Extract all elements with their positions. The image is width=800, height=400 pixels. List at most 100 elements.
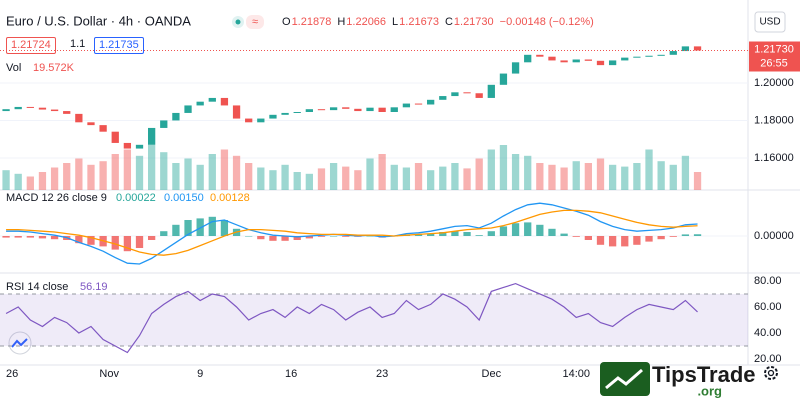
candle	[317, 109, 326, 111]
ohlc-value: 1.21878	[292, 16, 332, 28]
volume-bar	[354, 170, 362, 190]
macd-histogram-bar	[257, 236, 265, 240]
currency-label[interactable]: USD	[759, 17, 780, 28]
volume-bar	[148, 145, 156, 190]
candle	[608, 60, 617, 66]
candle	[257, 118, 265, 123]
volume-bar	[390, 164, 398, 190]
sell-price[interactable]: 1.21724	[6, 37, 56, 54]
volume-bar	[657, 161, 665, 190]
candle	[645, 55, 653, 57]
macd-histogram-bar	[633, 236, 641, 245]
volume-bar	[329, 163, 338, 190]
candle	[511, 62, 520, 74]
volume-bar	[402, 167, 411, 190]
candle	[560, 60, 568, 63]
candle	[329, 107, 338, 111]
candle	[499, 73, 508, 85]
settings-gear-center[interactable]	[767, 369, 775, 377]
volume-bar	[608, 164, 617, 190]
macd-histogram-bar	[572, 236, 580, 237]
macd-histogram-bar	[220, 220, 229, 236]
x-tick-label: Nov	[99, 368, 119, 380]
last-price-label: 1.21730	[754, 43, 794, 55]
macd-histogram-bar	[184, 220, 192, 236]
candle	[111, 131, 119, 143]
x-tick-label: 23	[376, 368, 388, 380]
volume-bar	[645, 149, 653, 190]
candle	[390, 107, 398, 112]
volume-bar	[232, 155, 241, 190]
candle	[123, 142, 132, 149]
candle	[657, 54, 665, 56]
currency-button[interactable]	[754, 11, 786, 33]
volume-bar	[135, 155, 144, 190]
y-tick-label: 1.18000	[754, 114, 794, 126]
macd-histogram-bar	[669, 236, 677, 237]
ohlc-value: 1.21673	[399, 16, 439, 28]
volume-value: 19.572K	[33, 62, 75, 74]
x-tick-label: 16	[285, 368, 297, 380]
volume-bar	[87, 164, 95, 190]
settings-icon[interactable]	[764, 366, 778, 380]
volume-bar	[111, 154, 119, 190]
volume-bar	[305, 173, 313, 190]
macd-macd-line	[6, 202, 698, 265]
macd-histogram-bar	[511, 223, 520, 236]
buy-price[interactable]: 1.21735	[94, 37, 144, 54]
volume-bar	[475, 158, 483, 190]
candle	[427, 99, 435, 105]
rsi-band	[0, 293, 748, 347]
volume-bar	[511, 154, 520, 190]
volume-bar	[245, 163, 253, 190]
volume-bar	[633, 163, 641, 190]
volume-bar	[75, 158, 83, 190]
spread: 1.1	[70, 38, 86, 50]
candle	[681, 46, 690, 52]
candle	[63, 111, 71, 114]
macd-histogram-bar	[111, 236, 119, 250]
macd-histogram-bar	[475, 235, 483, 236]
volume-bar	[463, 168, 471, 190]
indicator-toggle-icon[interactable]	[11, 338, 28, 348]
candle	[524, 54, 532, 63]
candle	[305, 109, 313, 112]
macd-histogram-bar	[524, 222, 532, 236]
volume-bar	[281, 164, 289, 190]
macd-histogram-bar	[281, 236, 289, 241]
candle	[184, 105, 192, 113]
candle	[50, 109, 59, 112]
volume-bar	[14, 173, 22, 190]
macd-histogram-bar	[50, 236, 59, 240]
rsi-title: RSI 14 close	[6, 281, 68, 293]
ohlc-key: L	[392, 16, 398, 28]
volume-bar	[172, 163, 180, 190]
macd-histogram-bar	[596, 236, 605, 245]
candle	[548, 56, 556, 61]
volume-bar	[414, 163, 423, 190]
candle	[269, 114, 277, 119]
macd-histogram-bar	[548, 228, 556, 236]
candle	[621, 57, 629, 61]
candle	[451, 92, 459, 97]
volume-bar	[26, 176, 34, 190]
y-tick-label: 20.00	[754, 353, 782, 365]
candle	[160, 120, 168, 128]
ohlc-value: 1.22066	[346, 16, 386, 28]
macd-histogram-bar	[148, 236, 156, 240]
macd-histogram-bar	[584, 236, 592, 240]
settings-gear[interactable]	[764, 366, 778, 380]
macd-histogram-bar	[208, 216, 216, 236]
macd-histogram-bar	[135, 236, 144, 248]
volume-bar	[220, 149, 229, 190]
macd-histogram-bar	[293, 236, 301, 240]
macd-histogram-bar	[87, 236, 95, 245]
brand-logo: TipsTrade .org	[600, 362, 756, 398]
candle	[87, 122, 95, 126]
macd-histogram-bar	[38, 236, 47, 239]
volume-bar	[366, 158, 374, 190]
candle	[584, 59, 592, 61]
rsi-value: 56.19	[80, 281, 108, 293]
